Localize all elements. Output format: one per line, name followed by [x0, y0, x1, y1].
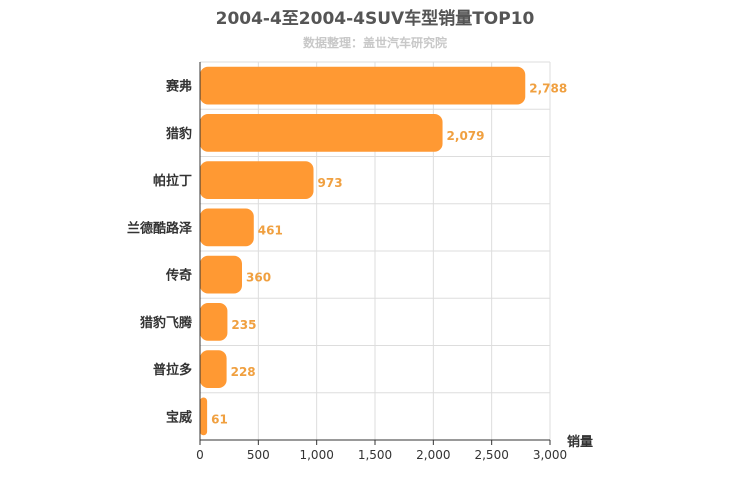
category-label: 兰德酷路泽: [127, 220, 193, 236]
bar: [200, 350, 227, 389]
grid-lines: [199, 61, 551, 441]
bar: [200, 397, 208, 436]
chart-title: 2004-4至2004-4SUV车型销量TOP10: [216, 8, 535, 29]
data-label: 973: [318, 176, 343, 190]
x-axis-title: 销量: [567, 434, 593, 450]
x-tick-label: 500: [247, 448, 270, 462]
x-tick-label: 1,000: [299, 448, 333, 462]
labels: 0 500 1,000 1,500 2,000 2,500 3,000 赛弗 2,788 猎豹 2,…: [127, 79, 567, 462]
x-tick-label: 3,000: [533, 448, 567, 462]
bar: [200, 113, 443, 152]
bar: [200, 302, 228, 341]
category-label: 传奇: [165, 268, 192, 284]
bars: [200, 66, 526, 436]
bar: [200, 255, 242, 294]
category-label: 猎豹飞腾: [140, 315, 193, 331]
x-tick-label: 1,500: [358, 448, 392, 462]
category-label: 赛弗: [165, 79, 192, 95]
chart-subtitle: 数据整理：盖世汽车研究院: [303, 35, 447, 50]
bar: [200, 161, 314, 200]
category-label: 帕拉丁: [153, 173, 192, 189]
axes: [199, 62, 551, 445]
bar: [200, 66, 526, 105]
data-label: 235: [231, 318, 256, 332]
x-tick-label: 0: [196, 448, 204, 462]
x-tick-label: 2,000: [416, 448, 450, 462]
data-label: 61: [211, 412, 228, 426]
category-label: 普拉多: [153, 362, 192, 378]
category-label: 猎豹: [166, 126, 192, 142]
data-label: 461: [258, 223, 283, 237]
data-label: 2,079: [447, 129, 485, 143]
data-label: 2,788: [529, 82, 567, 96]
x-tick-label: 2,500: [474, 448, 508, 462]
data-label: 360: [246, 271, 271, 285]
bar: [200, 208, 254, 247]
data-label: 228: [231, 365, 256, 379]
category-label: 宝威: [166, 409, 192, 425]
